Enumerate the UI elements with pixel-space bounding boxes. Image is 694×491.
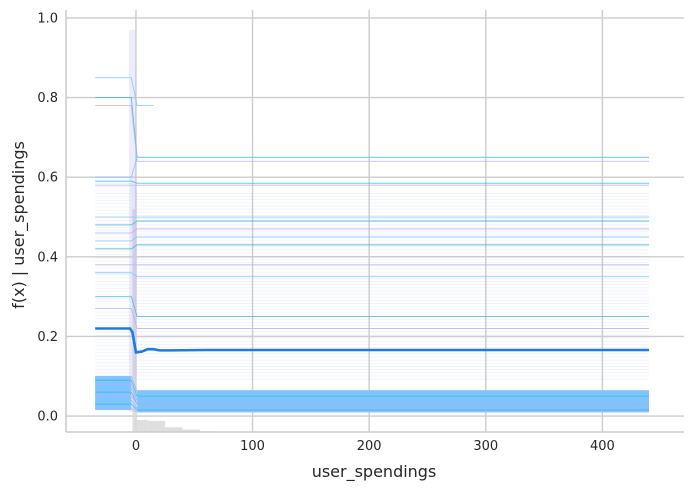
ice-curve-9 [95, 236, 650, 242]
ice-curve-15 [95, 375, 650, 393]
y-tick-label-0: 0.0 [37, 410, 58, 425]
histogram-bar-2 [147, 420, 166, 432]
histogram-bar-0 [132, 209, 136, 432]
ice-curve-7 [95, 220, 650, 226]
ice-faint-curve-39 [95, 243, 650, 257]
histogram-bar-4 [182, 429, 201, 432]
ice-faint-curve-5 [95, 358, 650, 364]
ice-faint-curve-44 [95, 227, 650, 241]
ice-faint-curve-30 [95, 274, 650, 285]
ice-faint-curve-1 [95, 372, 650, 377]
ice-curve-8 [95, 228, 650, 234]
ice-faint-curve-32 [95, 267, 650, 279]
ice-curve-2 [95, 105, 650, 162]
ice-curve-10 [95, 244, 650, 250]
ice-faint-curve-33 [95, 264, 650, 276]
ice-faint-curve-52 [95, 199, 650, 216]
ice-faint-curve-10 [95, 342, 650, 348]
ice-faint-curve-11 [95, 338, 650, 345]
ice-curve-0 [95, 77, 154, 106]
x-tick-label-2: 200 [357, 439, 382, 454]
ice-faint-curve-57 [95, 183, 650, 201]
ice-faint-curve-0 [95, 375, 650, 380]
ice-faint-curve-26 [95, 287, 650, 298]
y-tick-label-5: 1.0 [37, 11, 58, 26]
ice-faint-curve-7 [95, 352, 650, 358]
x-tick-label-0: 0 [132, 439, 140, 454]
histogram-bar-1 [135, 420, 148, 432]
ice-low-band-left [95, 376, 132, 411]
ice-faint-curve-36 [95, 254, 650, 267]
ice-faint-curve-35 [95, 257, 650, 270]
y-axis-label: f(x) | user_spendings [9, 141, 29, 309]
ice-curve-21 [95, 399, 650, 409]
ice-faint-curve-4 [95, 362, 650, 367]
ice-faint-curve-48 [95, 213, 650, 229]
ice-faint-curve-49 [95, 210, 650, 226]
ice-faint-curve-19 [95, 311, 650, 320]
ice-faint-curve-43 [95, 230, 650, 245]
ice-faint-curve-3 [95, 365, 650, 370]
ice-faint-curve-21 [95, 304, 650, 314]
ice-faint-curve-2 [95, 369, 650, 374]
x-axis-label: user_spendings [312, 462, 437, 482]
ice-faint-curve-17 [95, 318, 650, 326]
ice-faint-curve-8 [95, 348, 650, 355]
ice-faint-curve-41 [95, 237, 650, 251]
ice-faint-curve-28 [95, 281, 650, 292]
ice-faint-curve-34 [95, 260, 650, 273]
ice-faint-curve-45 [95, 223, 650, 238]
ice-faint-curve-31 [95, 271, 650, 282]
x-tick-label-1: 100 [240, 439, 265, 454]
ice-curve-22 [95, 403, 650, 411]
ice-drop-band [128, 29, 136, 413]
ice-faint-curve-46 [95, 220, 650, 235]
ice-faint-curve-37 [95, 250, 650, 263]
y-tick-label-4: 0.8 [37, 91, 58, 106]
ice-faint-curve-15 [95, 325, 650, 333]
ice-curve-4 [95, 180, 650, 184]
ice-curve-14 [95, 308, 650, 329]
ice-curve-18 [95, 387, 650, 401]
y-tick-label-3: 0.6 [37, 171, 58, 186]
ice-faint-curve-51 [95, 203, 650, 219]
ice-curve-13 [95, 296, 650, 317]
x-tick-label-3: 300 [473, 439, 498, 454]
ice-faint-curve-38 [95, 247, 650, 260]
axes [65, 10, 684, 433]
mean-curve-line [95, 327, 650, 354]
y-tick-label-1: 0.2 [37, 330, 58, 345]
ice-faint-curve-29 [95, 277, 650, 289]
mean-curve [95, 327, 650, 354]
ice-faint-curve-42 [95, 233, 650, 248]
ice-faint-curve-58 [95, 179, 650, 197]
ice-curve-16 [95, 379, 650, 397]
ice-faint-curve-27 [95, 284, 650, 295]
ice-curve-12 [95, 272, 650, 278]
ice-faint-curve-53 [95, 196, 650, 213]
ice-curve-23 [95, 407, 650, 413]
ice-low-band-right [137, 390, 650, 413]
y-tick-label-2: 0.4 [37, 250, 58, 265]
ice-faint-curve-56 [95, 186, 650, 204]
x-tick-label-4: 400 [590, 439, 615, 454]
ice-faint-curve-6 [95, 355, 650, 361]
ice-faint-curve-54 [95, 193, 650, 210]
ice-curve-20 [95, 395, 650, 405]
ice-curves [95, 29, 650, 413]
tick-labels: 0 100 200 300 400 0.0 0.2 0.4 0.6 0.8 1.0 [37, 11, 614, 454]
ice-faint-curve-22 [95, 301, 650, 311]
ice-curve-3 [95, 156, 650, 178]
ice-faint-curve-25 [95, 291, 650, 301]
ice-faint-curve-24 [95, 294, 650, 304]
ice-curve-1 [95, 97, 650, 158]
ice-faint-curve-23 [95, 298, 650, 308]
ice-faint-curve-55 [95, 189, 650, 207]
ice-faint-curve-50 [95, 206, 650, 223]
histogram-bar-3 [165, 427, 183, 432]
